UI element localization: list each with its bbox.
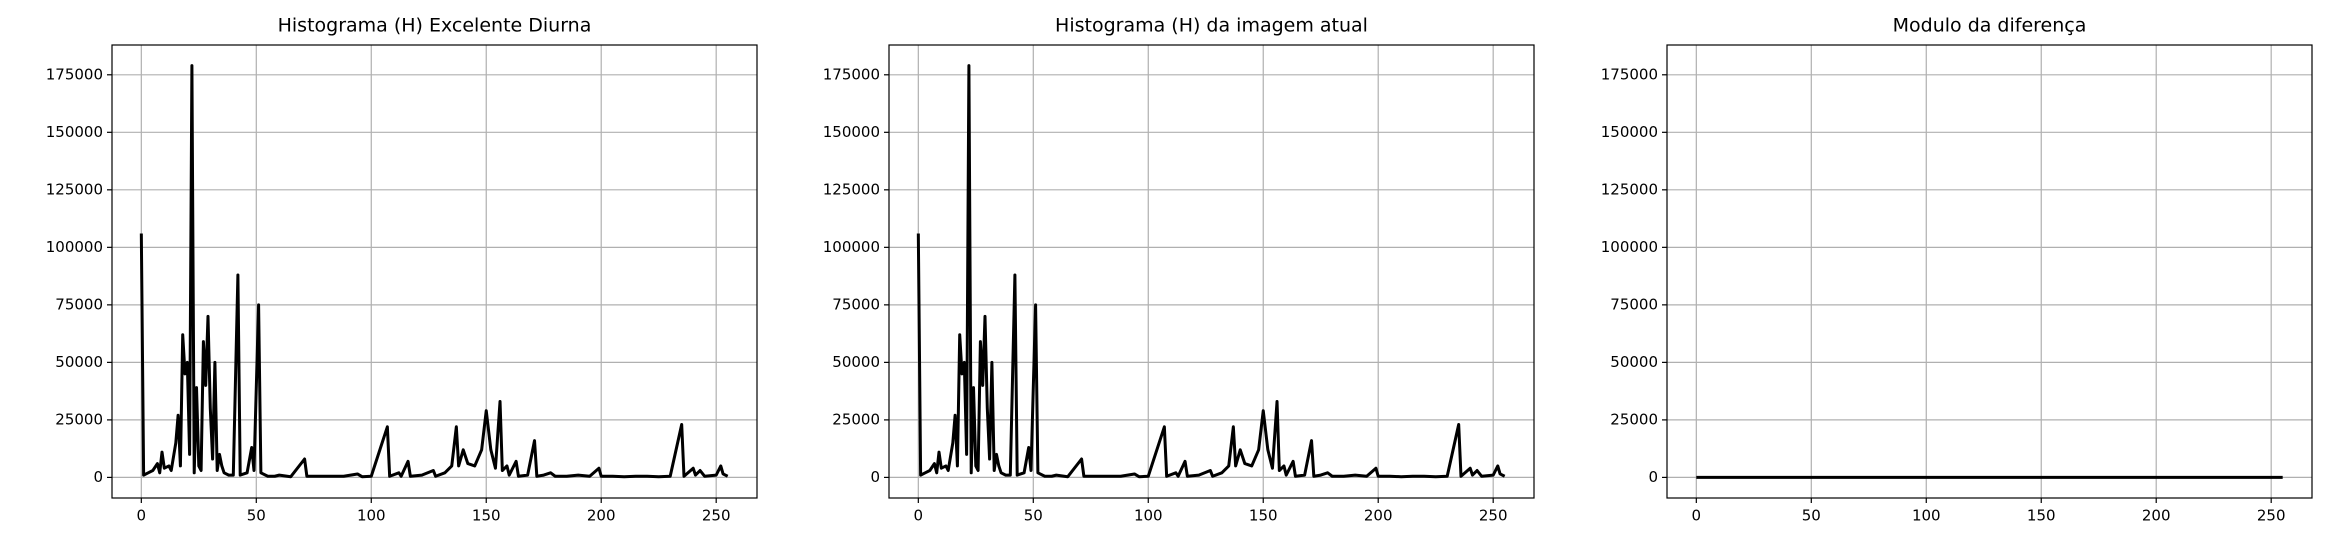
y-tick-label: 75000 xyxy=(1610,295,1658,313)
x-tick-label: 100 xyxy=(1134,507,1163,525)
y-tick-label: 125000 xyxy=(46,180,103,198)
y-tick-label: 150000 xyxy=(823,123,880,141)
axes-frame xyxy=(888,44,1535,499)
y-tick-label: 0 xyxy=(1648,468,1658,486)
x-tick-label: 50 xyxy=(1024,507,1043,525)
axes-frame xyxy=(1666,44,2313,499)
x-tick-label: 200 xyxy=(1364,507,1393,525)
y-tick-label: 75000 xyxy=(55,295,103,313)
y-tick-label: 75000 xyxy=(832,295,880,313)
y-tick-label: 175000 xyxy=(1601,65,1658,83)
y-tick-label: 50000 xyxy=(55,353,103,371)
x-tick-label: 150 xyxy=(472,507,501,525)
x-tick-label: 200 xyxy=(587,507,616,525)
y-tick-label: 125000 xyxy=(823,180,880,198)
y-tick-label: 150000 xyxy=(46,123,103,141)
x-tick-label: 150 xyxy=(2027,507,2056,525)
x-tick-label: 50 xyxy=(1802,507,1821,525)
x-tick-label: 0 xyxy=(137,507,147,525)
subplot: Histograma (H) Excelente Diurna 0 50 100 150… xyxy=(46,15,758,525)
x-tick-label: 250 xyxy=(702,507,731,525)
y-tick-label: 125000 xyxy=(1601,180,1658,198)
y-tick-label: 0 xyxy=(93,468,103,486)
x-tick-label: 100 xyxy=(1912,507,1941,525)
y-tick-label: 100000 xyxy=(46,238,103,256)
histogram-line xyxy=(916,64,1506,479)
x-tick-label: 100 xyxy=(357,507,386,525)
histogram-line xyxy=(139,64,729,479)
chart-title: Modulo da diferença xyxy=(1893,15,2087,37)
y-tick-label: 25000 xyxy=(832,410,880,428)
subplot: Histograma (H) da imagem atual 0 50 100 150 2… xyxy=(823,15,1535,525)
y-tick-label: 50000 xyxy=(832,353,880,371)
x-tick-label: 150 xyxy=(1249,507,1278,525)
x-tick-label: 0 xyxy=(914,507,924,525)
y-tick-label: 100000 xyxy=(823,238,880,256)
y-tick-label: 50000 xyxy=(1610,353,1658,371)
subplot: Modulo da diferença 0 50 100 150 200 250 0 25000… xyxy=(1601,15,2313,525)
y-tick-label: 25000 xyxy=(55,410,103,428)
x-tick-label: 0 xyxy=(1692,507,1702,525)
y-tick-label: 175000 xyxy=(823,65,880,83)
x-tick-label: 250 xyxy=(2257,507,2286,525)
x-tick-label: 200 xyxy=(2142,507,2171,525)
y-tick-label: 100000 xyxy=(1601,238,1658,256)
y-tick-label: 25000 xyxy=(1610,410,1658,428)
chart-title: Histograma (H) da imagem atual xyxy=(1055,15,1368,37)
y-tick-label: 150000 xyxy=(1601,123,1658,141)
x-tick-label: 250 xyxy=(1479,507,1508,525)
axes-frame xyxy=(111,44,758,499)
y-tick-label: 0 xyxy=(870,468,880,486)
chart-title: Histograma (H) Excelente Diurna xyxy=(278,15,592,37)
x-tick-label: 50 xyxy=(247,507,266,525)
y-tick-label: 175000 xyxy=(46,65,103,83)
